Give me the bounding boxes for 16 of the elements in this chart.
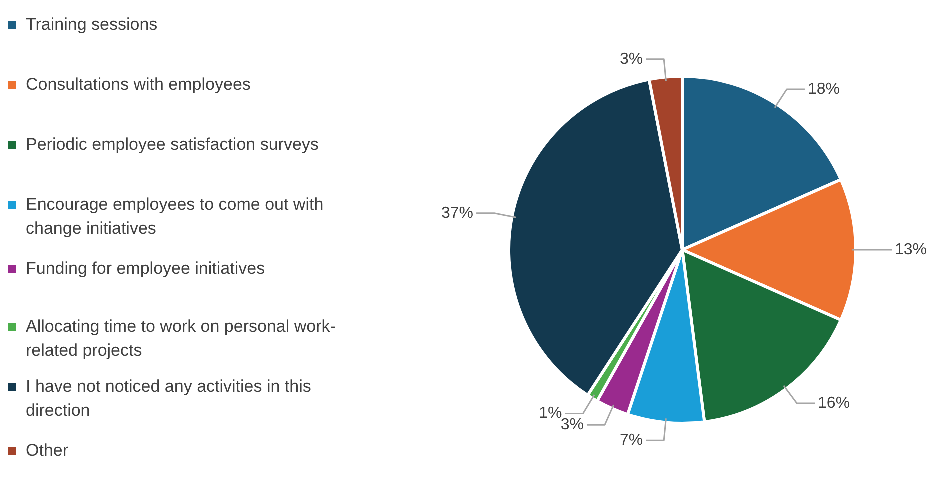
legend-label: Training sessions [26, 14, 159, 36]
legend-label: Allocating time to work on personal work-related projects [26, 316, 337, 362]
legend-label: Periodic employee satisfaction surveys [26, 134, 320, 156]
data-label: 3% [620, 50, 644, 68]
legend-label: Funding for employee initiatives [26, 258, 266, 280]
legend-label: Other [26, 440, 70, 462]
legend-label: I have not noticed any activities in this direction [26, 376, 312, 422]
legend-label: Encourage employees to come out with change initiatives [26, 194, 325, 240]
data-label: 7% [620, 432, 644, 450]
data-label: 1% [539, 405, 562, 422]
data-label: 37% [442, 204, 474, 222]
data-label: 16% [818, 394, 850, 412]
legend-label: Consultations with employees [26, 74, 252, 96]
data-label: 13% [895, 241, 928, 258]
data-label: 3% [560, 416, 584, 434]
data-label: 18% [808, 80, 840, 98]
